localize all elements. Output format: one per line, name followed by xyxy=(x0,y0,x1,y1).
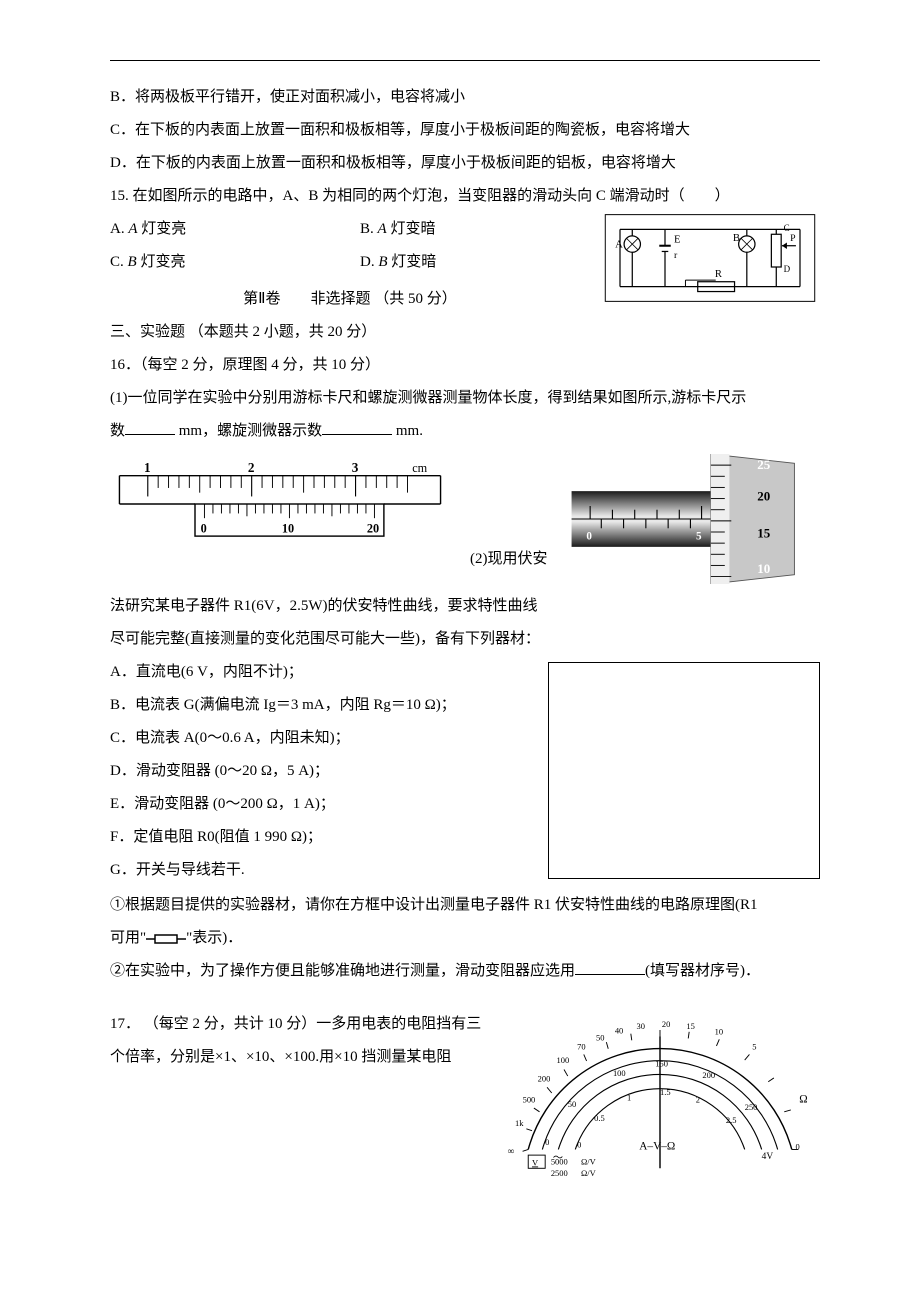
svg-text:D: D xyxy=(784,264,791,274)
svg-text:V: V xyxy=(532,1157,539,1167)
svg-text:0: 0 xyxy=(796,1141,800,1151)
svg-text:30: 30 xyxy=(636,1021,644,1031)
svg-text:5: 5 xyxy=(752,1042,756,1052)
svg-text:1: 1 xyxy=(627,1093,631,1103)
micrometer-figure: 0 5 25 20 15 10 xyxy=(568,454,798,584)
q15-option-B: B. A 灯变暗 xyxy=(360,213,590,246)
option-C: C．在下板的内表面上放置一面积和极板相等，厚度小于极板间距的陶瓷板，电容将增大 xyxy=(110,114,820,147)
svg-text:500: 500 xyxy=(523,1094,536,1104)
q16-sub1-line2: 可用""表示)． xyxy=(110,922,820,955)
q15-option-C: C. B 灯变亮 xyxy=(110,246,340,279)
section3-heading: 三、实验题 （本题共 2 小题，共 20 分） xyxy=(110,316,820,349)
q16-p1-line2: 数 mm，螺旋测微器示数 mm. xyxy=(110,415,820,448)
svg-text:R: R xyxy=(715,269,723,280)
svg-text:100: 100 xyxy=(613,1068,626,1078)
svg-text:0: 0 xyxy=(586,530,592,542)
vernier-caliper-figure: 1 2 3 cm 0 10 20 xyxy=(110,454,450,554)
svg-text:1: 1 xyxy=(144,460,151,475)
svg-text:B: B xyxy=(733,233,740,244)
svg-text:25: 25 xyxy=(757,457,771,472)
option-B: B．将两极板平行错开，使正对面积减小，电容将减小 xyxy=(110,81,820,114)
svg-text:50: 50 xyxy=(596,1032,604,1042)
svg-text:10: 10 xyxy=(715,1027,723,1037)
svg-text:70: 70 xyxy=(577,1042,585,1052)
svg-text:15: 15 xyxy=(757,526,771,541)
q16-p2-intro: (2)现用伏安 xyxy=(470,543,548,584)
svg-text:2.5: 2.5 xyxy=(726,1115,737,1125)
q16-sub1-line1: ①根据题目提供的实验器材，请你在方框中设计出测量电子器件 R1 伏安特性曲线的电… xyxy=(110,889,820,922)
svg-text:20: 20 xyxy=(367,521,379,535)
resistor-symbol-icon xyxy=(146,933,186,945)
svg-text:10: 10 xyxy=(757,561,770,576)
svg-text:4V: 4V xyxy=(762,1152,774,1162)
svg-text:5: 5 xyxy=(696,530,702,542)
blank-micrometer xyxy=(322,419,392,435)
svg-text:15: 15 xyxy=(686,1021,694,1031)
q16-p2-line1: 法研究某电子器件 R1(6V，2.5W)的伏安特性曲线，要求特性曲线 xyxy=(110,590,820,623)
page-top-rule xyxy=(110,60,820,61)
q15-option-D: D. B 灯变暗 xyxy=(360,246,590,279)
svg-text:Ω/V: Ω/V xyxy=(581,1168,597,1178)
section2-title: 第Ⅱ卷 非选择题 （共 50 分） xyxy=(110,283,590,316)
circuit-design-box xyxy=(548,662,820,879)
q16-p1-line1: (1)一位同学在实验中分别用游标卡尺和螺旋测微器测量物体长度，得到结果如图所示,… xyxy=(110,382,820,415)
svg-text:C: C xyxy=(784,223,790,233)
q16-sub2: ②在实验中，为了操作方便且能够准确地进行测量，滑动变阻器应选用(填写器材序号)． xyxy=(110,955,820,988)
svg-text:2500: 2500 xyxy=(551,1168,568,1178)
q17-line2: 个倍率，分别是×1、×10、×100.用×10 挡测量某电阻 xyxy=(110,1041,482,1074)
q15-stem: 15. 在如图所示的电路中，A、B 为相同的两个灯泡，当变阻器的滑动头向 C 端… xyxy=(110,180,820,213)
svg-text:3: 3 xyxy=(352,460,359,475)
svg-text:Ω: Ω xyxy=(799,1093,807,1105)
svg-text:A: A xyxy=(615,239,623,250)
svg-text:10: 10 xyxy=(282,521,294,535)
svg-text:0: 0 xyxy=(577,1140,581,1150)
q15-circuit-diagram: A E r B C D P xyxy=(600,213,820,303)
svg-text:1.5: 1.5 xyxy=(660,1087,671,1097)
svg-text:Ω/V: Ω/V xyxy=(581,1157,597,1167)
blank-vernier xyxy=(125,419,175,435)
multimeter-dial-figure: ∞ 1k 500 200 100 70 50 40 30 20 15 10 5 … xyxy=(500,1008,820,1178)
q15-option-A: A. A 灯变亮 xyxy=(110,213,340,246)
svg-text:20: 20 xyxy=(757,488,770,503)
svg-text:5000: 5000 xyxy=(551,1157,568,1167)
svg-text:∞: ∞ xyxy=(508,1147,515,1157)
svg-text:100: 100 xyxy=(556,1055,569,1065)
svg-text:A–V–Ω: A–V–Ω xyxy=(639,1140,675,1152)
svg-text:0: 0 xyxy=(201,521,207,535)
svg-text:250: 250 xyxy=(745,1102,758,1112)
svg-text:0.5: 0.5 xyxy=(594,1113,605,1123)
svg-text:150: 150 xyxy=(655,1059,668,1069)
svg-text:200: 200 xyxy=(702,1070,715,1080)
option-D: D．在下板的内表面上放置一面积和极板相等，厚度小于极板间距的铝板，电容将增大 xyxy=(110,147,820,180)
svg-text:r: r xyxy=(674,250,678,261)
q17-line1: 17． （每空 2 分，共计 10 分）一多用电表的电阻挡有三 xyxy=(110,1008,482,1041)
svg-text:P: P xyxy=(790,233,796,244)
svg-text:200: 200 xyxy=(538,1074,551,1084)
blank-rheostat-choice xyxy=(575,959,645,975)
svg-text:1k: 1k xyxy=(515,1118,524,1128)
svg-text:50: 50 xyxy=(568,1099,576,1109)
q16-header: 16．（每空 2 分，原理图 4 分，共 10 分） xyxy=(110,349,820,382)
svg-text:cm: cm xyxy=(412,461,427,475)
svg-text:40: 40 xyxy=(615,1026,623,1036)
svg-text:0: 0 xyxy=(545,1137,549,1147)
svg-text:2: 2 xyxy=(696,1094,700,1104)
svg-text:20: 20 xyxy=(662,1019,670,1029)
svg-text:2: 2 xyxy=(248,460,255,475)
q16-p2-line2: 尽可能完整(直接测量的变化范围尽可能大一些)，备有下列器材： xyxy=(110,623,820,656)
svg-text:E: E xyxy=(674,234,681,245)
